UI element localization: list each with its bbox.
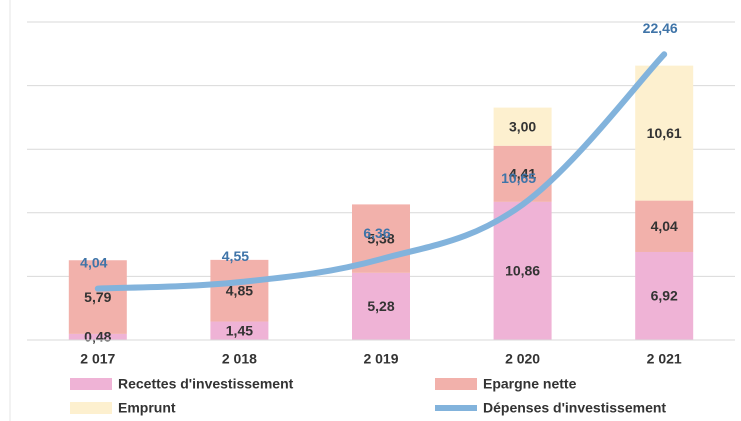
bar-segment [210,259,269,322]
data-label: 5,38 [367,230,394,246]
bar-segment [493,107,552,146]
line-label: 4,55 [222,248,249,264]
bar-segment [68,333,127,340]
data-label: 4,85 [226,282,253,298]
legend-swatch [70,378,112,390]
data-label: 4,04 [651,218,678,234]
x-tick-label: 2 019 [363,351,398,367]
data-label: 5,79 [84,289,111,305]
line-label: 10,65 [501,170,536,186]
x-tick-label: 2 017 [80,351,115,367]
data-label: 10,86 [505,263,540,279]
bar-segment [68,260,127,334]
data-label: 4,41 [509,166,536,182]
data-label: 1,45 [226,322,253,338]
legend-swatch [70,402,112,414]
data-label: 3,00 [509,118,536,134]
x-tick-label: 2 018 [222,351,257,367]
bar-segment [352,272,410,340]
data-label: 0,48 [84,329,111,345]
bar-segment [635,200,694,252]
bar-segment [493,201,552,340]
line-label: 4,04 [80,254,107,270]
legend-label: Epargne nette [483,376,577,392]
legend-label: Emprunt [118,400,176,416]
legend-label: Recettes d'investissement [118,376,294,392]
data-label: 10,61 [647,125,682,141]
data-label: 5,28 [367,298,394,314]
x-tick-label: 2 020 [505,351,540,367]
bar-segment [210,321,269,340]
line-label: 6,36 [363,225,390,241]
line [94,51,668,292]
data-label: 6,92 [651,288,678,304]
legend-label: Dépenses d'investissement [483,400,666,416]
x-tick-label: 2 021 [647,351,682,367]
line-label: 22,46 [643,20,678,36]
bar-segment [635,65,694,201]
legend-swatch [435,378,477,390]
bar-segment [635,251,694,340]
